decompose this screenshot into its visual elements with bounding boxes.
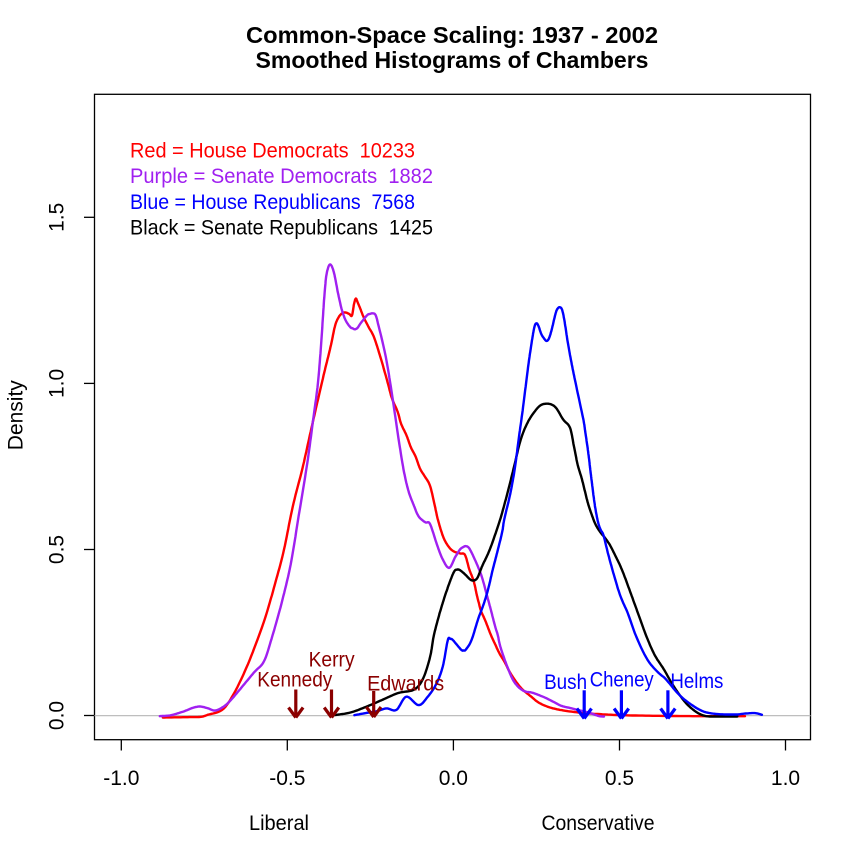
svg-text:Helms: Helms <box>670 670 723 693</box>
svg-text:Red = House Democrats 10233: Red = House Democrats 10233 <box>130 140 415 163</box>
svg-text:Common-Space Scaling: 1937 -: Common-Space Scaling: 1937 - 2002 <box>246 22 658 48</box>
svg-text:0.5: 0.5 <box>46 535 69 564</box>
svg-text:0.0: 0.0 <box>439 767 468 790</box>
svg-text:Kerry: Kerry <box>309 649 355 672</box>
svg-text:Density: Density <box>5 380 28 451</box>
svg-text:Smoothed Histograms of Chamber: Smoothed Histograms of Chambers <box>256 47 649 73</box>
svg-text:Conservative: Conservative <box>542 812 655 835</box>
svg-text:1.0: 1.0 <box>771 767 800 790</box>
svg-text:-1.0: -1.0 <box>103 767 139 790</box>
svg-text:Edwards: Edwards <box>367 673 444 696</box>
svg-text:Black = Senate Republicans 14: Black = Senate Republicans 1425 <box>130 217 433 240</box>
svg-text:Cheney: Cheney <box>590 668 654 691</box>
svg-text:1.5: 1.5 <box>46 203 69 232</box>
svg-text:Blue = House Republicans 7568: Blue = House Republicans 7568 <box>130 191 415 214</box>
svg-text:0.5: 0.5 <box>605 767 634 790</box>
svg-text:1.0: 1.0 <box>46 369 69 398</box>
svg-text:Liberal: Liberal <box>249 812 309 835</box>
svg-text:Bush: Bush <box>544 671 587 694</box>
svg-text:-0.5: -0.5 <box>269 767 305 790</box>
svg-text:0.0: 0.0 <box>46 701 69 730</box>
svg-text:Purple = Senate Democrats 188: Purple = Senate Democrats 1882 <box>130 165 433 188</box>
svg-text:Kennedy: Kennedy <box>257 669 332 692</box>
